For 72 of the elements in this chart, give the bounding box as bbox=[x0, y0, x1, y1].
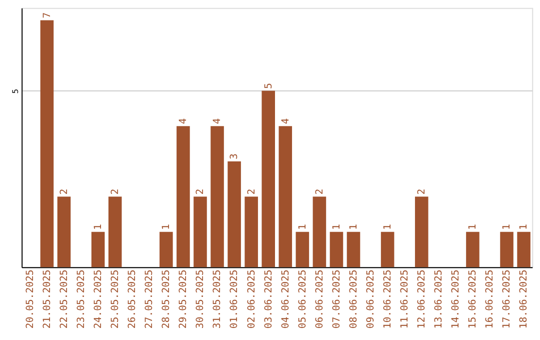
data-label: 1 bbox=[161, 224, 172, 230]
bar bbox=[346, 232, 360, 268]
data-label: 2 bbox=[314, 188, 326, 195]
data-label: 3 bbox=[229, 153, 240, 160]
x-tick-label: 06.06.2025 bbox=[314, 269, 326, 329]
x-tick-label: 31.05.2025 bbox=[212, 269, 224, 329]
data-label: 2 bbox=[58, 188, 70, 195]
data-label: 7 bbox=[42, 12, 53, 18]
x-tick-label: 21.05.2025 bbox=[42, 269, 53, 329]
x-tick-label: 17.06.2025 bbox=[502, 269, 513, 329]
data-label: 2 bbox=[246, 188, 258, 195]
x-tick-label: 28.05.2025 bbox=[161, 269, 172, 329]
x-tick-label: 07.06.2025 bbox=[331, 269, 342, 329]
bar bbox=[262, 90, 275, 268]
bar bbox=[91, 232, 105, 268]
bar bbox=[330, 232, 344, 268]
bar bbox=[194, 196, 207, 268]
x-tick-label: 08.06.2025 bbox=[348, 269, 360, 329]
bar bbox=[228, 161, 241, 268]
bar bbox=[296, 232, 310, 268]
data-label: 1 bbox=[93, 224, 104, 230]
x-tick-label: 18.06.2025 bbox=[518, 269, 530, 329]
x-tick-label: 05.06.2025 bbox=[297, 269, 308, 329]
bar bbox=[160, 232, 173, 268]
data-label: 2 bbox=[110, 188, 122, 195]
x-tick-label: 04.06.2025 bbox=[280, 269, 292, 329]
x-tick-label: 13.06.2025 bbox=[434, 269, 445, 329]
bar bbox=[278, 126, 292, 268]
x-tick-label: 27.05.2025 bbox=[144, 269, 156, 329]
data-label: 1 bbox=[297, 224, 308, 230]
x-tick-label: 12.06.2025 bbox=[416, 269, 428, 329]
x-tick-label: 22.05.2025 bbox=[58, 269, 70, 329]
bar bbox=[414, 196, 428, 268]
data-label: 2 bbox=[195, 188, 206, 195]
data-label: 4 bbox=[280, 118, 292, 124]
x-tick-label: 02.06.2025 bbox=[246, 269, 258, 329]
data-label: 1 bbox=[468, 224, 479, 230]
bar bbox=[57, 196, 71, 268]
x-tick-label: 03.06.2025 bbox=[263, 269, 274, 329]
bar bbox=[500, 232, 514, 268]
bar bbox=[466, 232, 480, 268]
x-tick-label: 01.06.2025 bbox=[229, 269, 240, 329]
data-label: 1 bbox=[382, 224, 394, 230]
x-tick-label: 30.05.2025 bbox=[195, 269, 206, 329]
x-tick-label: 15.06.2025 bbox=[468, 269, 479, 329]
data-label: 1 bbox=[502, 224, 513, 230]
x-tick-label: 16.06.2025 bbox=[484, 269, 496, 329]
data-label: 4 bbox=[212, 118, 224, 124]
bar bbox=[244, 196, 258, 268]
bar bbox=[312, 196, 326, 268]
x-tick-label: 25.05.2025 bbox=[110, 269, 122, 329]
x-tick-label: 26.05.2025 bbox=[127, 269, 138, 329]
x-tick-label: 20.05.2025 bbox=[24, 269, 36, 329]
bar bbox=[210, 126, 224, 268]
data-label: 4 bbox=[178, 118, 190, 124]
x-tick-label: 10.06.2025 bbox=[382, 269, 394, 329]
data-label: 1 bbox=[348, 224, 360, 230]
bar bbox=[176, 126, 190, 268]
x-tick-label: 24.05.2025 bbox=[93, 269, 104, 329]
data-label: 5 bbox=[263, 82, 274, 89]
x-tick-label: 11.06.2025 bbox=[400, 269, 411, 329]
bar bbox=[40, 20, 54, 268]
data-label: 2 bbox=[416, 188, 428, 195]
data-label: 1 bbox=[331, 224, 342, 230]
bar bbox=[108, 196, 122, 268]
x-tick-label: 23.05.2025 bbox=[76, 269, 87, 329]
x-tick-label: 14.06.2025 bbox=[450, 269, 462, 329]
x-tick-label: 09.06.2025 bbox=[365, 269, 376, 329]
x-tick-label: 29.05.2025 bbox=[178, 269, 190, 329]
bar bbox=[517, 232, 530, 268]
bar bbox=[380, 232, 394, 268]
data-label: 1 bbox=[518, 224, 530, 230]
